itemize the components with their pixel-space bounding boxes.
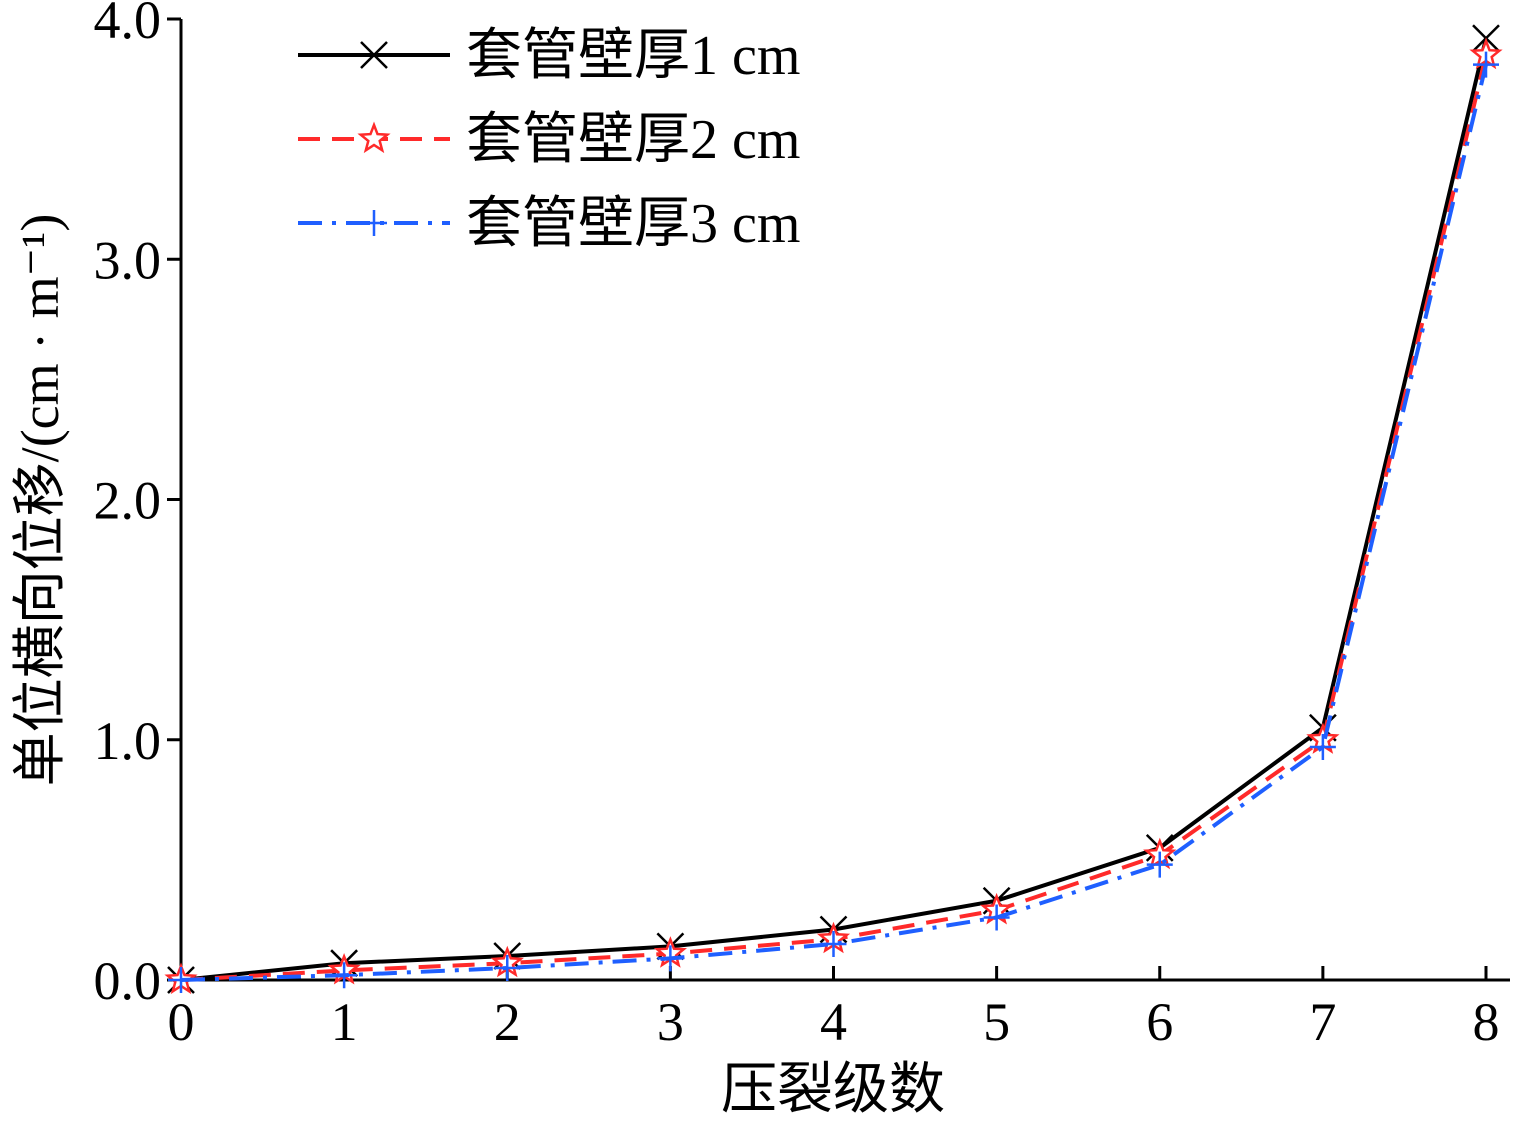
plus-marker — [820, 930, 847, 957]
plus-marker — [361, 210, 387, 236]
y-tick-label: 3.0 — [94, 230, 162, 290]
axes: 0.0 1.0 2.0 3.0 4.0 0 1 2 3 4 5 6 7 8 — [94, 0, 1510, 1052]
series-1 — [167, 24, 1500, 994]
x-tick-label: 6 — [1146, 992, 1173, 1052]
x-tick-label: 3 — [657, 992, 684, 1052]
y-axis-title: 单位横向位移/(cm · m⁻¹) — [10, 214, 70, 787]
legend-item-3: 套管壁厚3 cm — [298, 193, 800, 255]
plus-marker — [1309, 733, 1336, 760]
series-2 — [164, 37, 1503, 995]
x-tick-label: 1 — [331, 992, 358, 1052]
x-marker — [360, 41, 388, 69]
plus-marker — [657, 945, 684, 972]
legend-item-1: 套管壁厚1 cm — [298, 25, 800, 87]
y-tick-label: 4.0 — [94, 0, 162, 50]
x-tick-label: 0 — [168, 992, 195, 1052]
y-tick-label: 0.0 — [94, 951, 162, 1011]
legend-label: 套管壁厚1 cm — [466, 25, 800, 87]
x-tick-label: 5 — [983, 992, 1010, 1052]
series-line — [180, 64, 1488, 982]
series-3 — [168, 51, 1499, 993]
legend: 套管壁厚1 cm 套管壁厚2 cm 套管壁厚3 cm — [298, 25, 800, 255]
plus-marker — [494, 954, 521, 981]
series-line — [180, 54, 1488, 982]
x-tick-label: 4 — [820, 992, 847, 1052]
plus-marker — [983, 904, 1010, 931]
legend-label: 套管壁厚2 cm — [466, 109, 800, 171]
legend-label: 套管壁厚3 cm — [466, 193, 800, 255]
plus-marker — [168, 967, 194, 993]
series-line — [180, 37, 1488, 982]
plus-marker — [1146, 851, 1173, 878]
plus-marker — [331, 962, 358, 989]
series-group — [164, 24, 1503, 995]
plus-marker — [1473, 51, 1499, 78]
star-marker — [357, 121, 391, 154]
y-tick-label: 2.0 — [94, 471, 162, 531]
legend-item-2: 套管壁厚2 cm — [298, 109, 800, 171]
x-tick-label: 7 — [1309, 992, 1336, 1052]
y-tick-label: 1.0 — [94, 711, 162, 771]
x-axis-title: 压裂级数 — [721, 1059, 945, 1117]
x-tick-label: 8 — [1473, 992, 1500, 1052]
x-tick-label: 2 — [494, 992, 521, 1052]
